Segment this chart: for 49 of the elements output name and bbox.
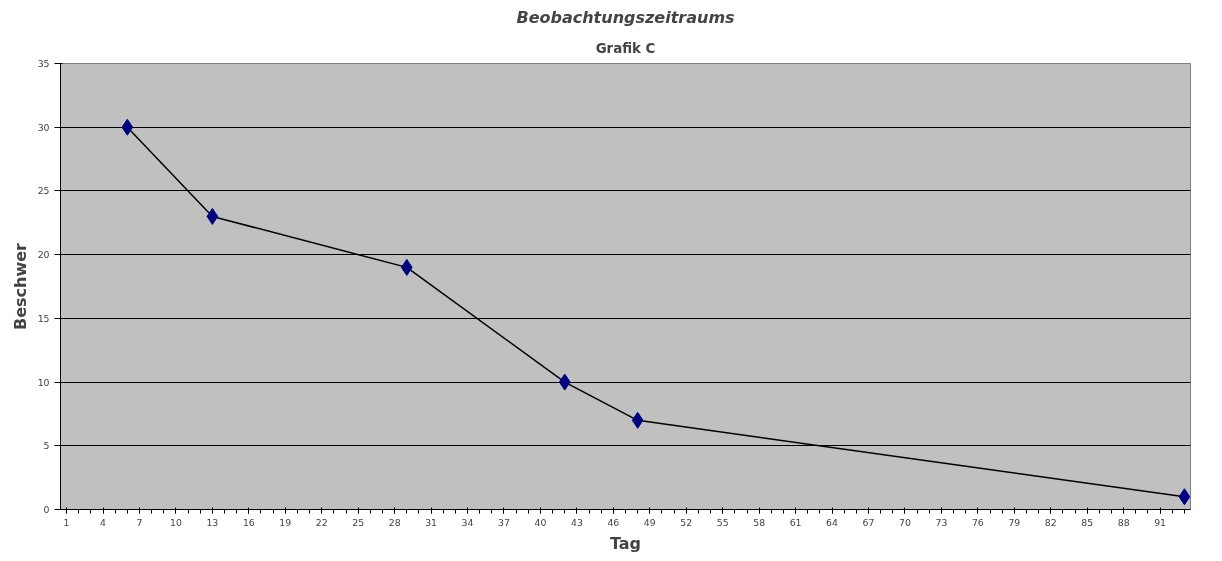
y-tick-label: 25 xyxy=(37,185,50,197)
x-tick-label: 49 xyxy=(643,516,656,528)
x-tick-label: 76 xyxy=(971,516,984,528)
x-tick-label: 73 xyxy=(935,516,948,528)
x-tick-label: 82 xyxy=(1044,516,1057,528)
x-tick-label: 91 xyxy=(1154,516,1167,528)
x-tick-label: 46 xyxy=(607,516,620,528)
x-tick-label: 61 xyxy=(789,516,802,528)
x-tick-label: 64 xyxy=(826,516,839,528)
x-tick-label: 79 xyxy=(1008,516,1021,528)
point xyxy=(631,411,644,429)
x-axis-title: Tag xyxy=(609,533,642,553)
x-tick-label: 1 xyxy=(63,516,70,528)
x-tick-label: 28 xyxy=(388,516,401,528)
point xyxy=(121,118,134,136)
point xyxy=(558,373,571,391)
point xyxy=(400,258,413,276)
y-tick-label: 20 xyxy=(37,249,50,261)
x-tick-label: 25 xyxy=(352,516,365,528)
y-tick-label: 0 xyxy=(43,504,50,515)
x-tick-label: 31 xyxy=(425,516,438,528)
x-tick-label: 13 xyxy=(206,516,219,528)
x-tick-label: 4 xyxy=(100,516,107,528)
x-tick-label: 88 xyxy=(1117,516,1130,528)
x-tick-label: 40 xyxy=(534,516,547,528)
y-tick-label: 35 xyxy=(37,58,50,69)
chart-title: Grafik C xyxy=(595,41,656,56)
x-tick-label: 55 xyxy=(716,516,729,528)
x-tick-label: 19 xyxy=(279,516,292,528)
x-tick-label: 34 xyxy=(461,516,474,528)
x-tick-label: 58 xyxy=(753,516,766,528)
point xyxy=(1178,488,1191,506)
text: Beobachtungszeitraums xyxy=(516,7,735,27)
x-tick-label: 10 xyxy=(170,516,182,528)
x-tick-label: 16 xyxy=(242,516,255,528)
x-tick-label: 67 xyxy=(862,516,875,528)
x-tick-label: 7 xyxy=(136,516,143,528)
x-tick-label: 37 xyxy=(498,516,510,528)
y-axis-title: Beschwer xyxy=(10,242,30,330)
point xyxy=(206,207,219,225)
y-tick-label: 5 xyxy=(43,440,50,452)
y-tick-label: 15 xyxy=(37,312,50,324)
x-tick-label: 70 xyxy=(899,516,911,528)
x-tick-label: 52 xyxy=(680,516,693,528)
x-tick-label: 43 xyxy=(570,516,583,528)
y-tick-label: 10 xyxy=(37,376,50,388)
x-tick-label: 22 xyxy=(315,516,328,528)
x-tick-label: 85 xyxy=(1081,516,1094,528)
y-tick-label: 30 xyxy=(37,121,50,133)
